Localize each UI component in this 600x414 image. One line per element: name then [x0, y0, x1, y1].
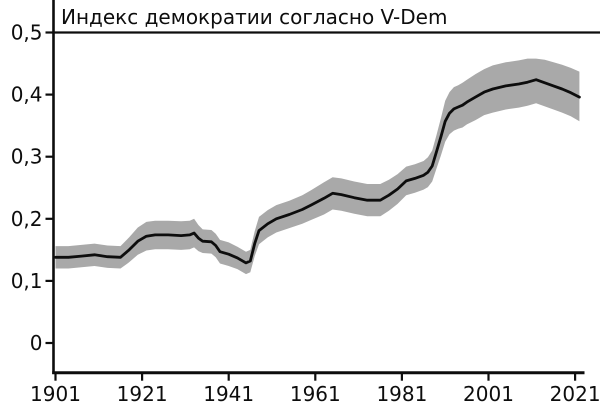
y-tick-label: 0: [30, 331, 43, 355]
confidence-band: [55, 58, 580, 275]
x-tick-label: 1961: [290, 382, 341, 406]
x-tick-label: 2021: [550, 382, 600, 406]
y-tick-label: 0,2: [11, 207, 43, 231]
x-tick-label: 1981: [376, 382, 427, 406]
democracy-index-line: [54, 78, 581, 265]
y-tick-label: 0,1: [11, 269, 43, 293]
x-tick-label: 1921: [117, 382, 168, 406]
y-tick-label: 0,4: [11, 83, 43, 107]
y-tick-label: 0,3: [11, 145, 43, 169]
x-tick-label: 2001: [463, 382, 514, 406]
chart-title: Индекс демократии согласно V-Dem: [61, 5, 448, 29]
y-tick-label: 0,5: [11, 21, 43, 45]
x-tick-label: 1901: [30, 382, 81, 406]
x-tick-label: 1941: [203, 382, 254, 406]
